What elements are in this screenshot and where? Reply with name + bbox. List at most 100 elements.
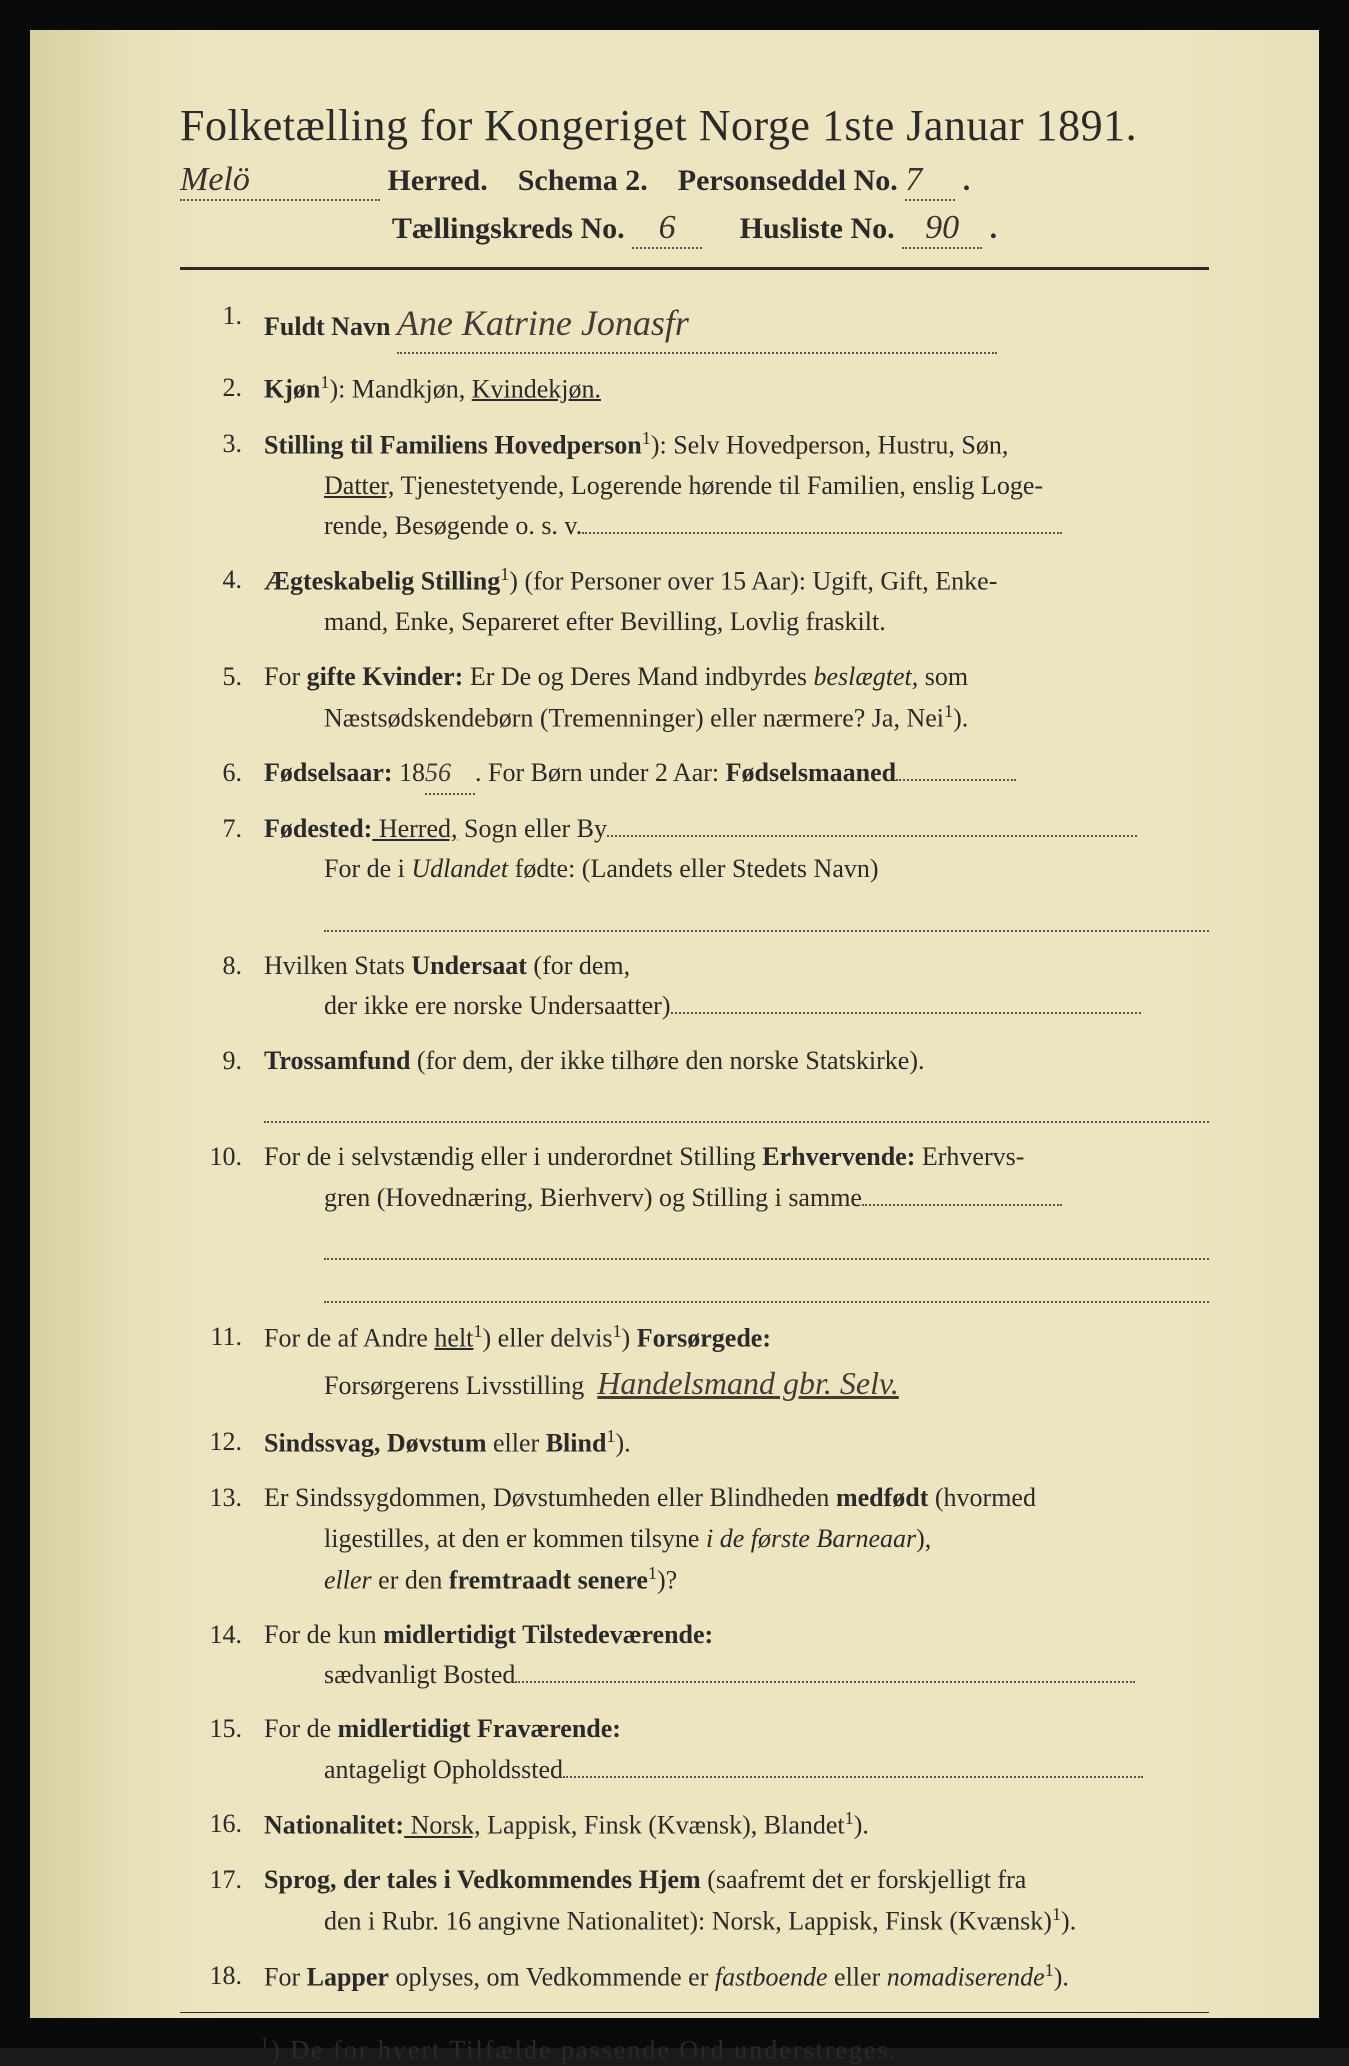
q18-em1: fastboende bbox=[715, 1963, 828, 1992]
q15-cont1: antageligt Opholdssted bbox=[324, 1755, 563, 1784]
q2-label: Kjøn bbox=[264, 374, 320, 403]
q5-text2: som bbox=[918, 662, 968, 691]
q18-sup: 1 bbox=[1045, 1960, 1054, 1980]
q10-text1: For de i selvstændig eller i underordnet… bbox=[264, 1142, 762, 1171]
q18-text3: eller bbox=[828, 1963, 887, 1992]
q4-label: Ægteskabelig Stilling bbox=[264, 567, 500, 596]
q18-tail: ). bbox=[1054, 1963, 1069, 1992]
q13-tail: )? bbox=[657, 1565, 677, 1594]
q7-label: Fødested: bbox=[264, 814, 372, 843]
q5-sup2: 1 bbox=[944, 701, 953, 721]
q5: 5. For gifte Kvinder: Er De og Deres Man… bbox=[180, 657, 1209, 739]
q7-dotted2 bbox=[324, 894, 1209, 932]
kreds-line: Tællingskreds No. 6 Husliste No. 90 . bbox=[180, 209, 1209, 249]
q5-num: 5. bbox=[180, 657, 264, 739]
q17-text1: (saafremt det er forskjelligt fra bbox=[701, 1865, 1027, 1894]
q18-num: 18. bbox=[180, 1956, 264, 1998]
q7-cont1-rest: fødte: (Landets eller Stedets Navn) bbox=[508, 854, 878, 883]
q13-num: 13. bbox=[180, 1478, 264, 1601]
q5-pre: For bbox=[264, 662, 307, 691]
herred-line: Melö Herred. Schema 2. Personseddel No. … bbox=[180, 161, 1209, 201]
q7-num: 7. bbox=[180, 809, 264, 932]
q11-text3: ) bbox=[622, 1323, 637, 1352]
q8-text2: (for dem, bbox=[527, 951, 630, 980]
q14: 14. For de kun midlertidigt Tilstedevære… bbox=[180, 1615, 1209, 1696]
q15: 15. For de midlertidigt Fraværende: anta… bbox=[180, 1709, 1209, 1790]
q3-label: Stilling til Familiens Hovedperson bbox=[264, 430, 642, 459]
q7-u: Herred, bbox=[372, 814, 457, 843]
q11-text2: ) eller delvis bbox=[483, 1323, 613, 1352]
q13: 13. Er Sindssygdommen, Døvstumheden elle… bbox=[180, 1478, 1209, 1601]
q8-cont1: der ikke ere norske Undersaatter) bbox=[324, 991, 671, 1020]
q13-cont2a: er den bbox=[372, 1565, 449, 1594]
q17-tail: ). bbox=[1061, 1907, 1076, 1936]
q10: 10. For de i selvstændig eller i underor… bbox=[180, 1137, 1209, 1302]
q16-text1: Lappisk, Finsk (Kvænsk), Blandet bbox=[481, 1811, 845, 1840]
q7-dotted1 bbox=[607, 835, 1137, 837]
q4-text1: ) (for Personer over 15 Aar): Ugift, Gif… bbox=[509, 567, 997, 596]
q7-cont1-pre: For de i bbox=[324, 854, 411, 883]
q13-cont1b: ), bbox=[916, 1524, 931, 1553]
q3: 3. Stilling til Familiens Hovedperson1):… bbox=[180, 424, 1209, 547]
q13-label: medfødt bbox=[836, 1483, 928, 1512]
q11-sup2: 1 bbox=[612, 1321, 621, 1341]
q12-tail: ). bbox=[616, 1429, 631, 1458]
q17-num: 17. bbox=[180, 1860, 264, 1942]
q17-cont1: den i Rubr. 16 angivne Nationalitet): No… bbox=[324, 1907, 1052, 1936]
q11-num: 11. bbox=[180, 1317, 264, 1409]
q8-dotted bbox=[671, 1012, 1141, 1014]
q1-label: Fuldt Navn bbox=[264, 312, 390, 341]
q3-dotted bbox=[582, 532, 1062, 534]
q13-text1: Er Sindssygdommen, Døvstumheden eller Bl… bbox=[264, 1483, 836, 1512]
main-title: Folketælling for Kongeriget Norge 1ste J… bbox=[180, 100, 1209, 151]
q11-u: helt bbox=[434, 1323, 473, 1352]
q16-num: 16. bbox=[180, 1804, 264, 1846]
q16-sup: 1 bbox=[845, 1808, 854, 1828]
q17: 17. Sprog, der tales i Vedkommendes Hjem… bbox=[180, 1860, 1209, 1942]
q3-sup: 1 bbox=[642, 428, 651, 448]
q5-em: beslægtet, bbox=[814, 662, 919, 691]
q7-text1: Sogn eller By bbox=[458, 814, 608, 843]
q6: 6. Fødselsaar: 1856. For Børn under 2 Aa… bbox=[180, 753, 1209, 795]
q16-u: Norsk, bbox=[404, 1811, 481, 1840]
q18: 18. For Lapper oplyses, om Vedkommende e… bbox=[180, 1956, 1209, 1998]
q9-dotted bbox=[264, 1085, 1209, 1123]
q12-sup: 1 bbox=[606, 1426, 615, 1446]
q10-label: Erhvervende: bbox=[762, 1142, 915, 1171]
q18-text2: oplyses, om Vedkommende er bbox=[389, 1963, 715, 1992]
q3-num: 3. bbox=[180, 424, 264, 547]
schema-label: Schema 2. bbox=[518, 164, 648, 197]
q10-cont1: gren (Hovednæring, Bierhverv) og Stillin… bbox=[324, 1183, 862, 1212]
q6-year-hw: 56 bbox=[425, 753, 475, 795]
footnote-sup: 1 bbox=[260, 2033, 271, 2053]
q10-text2: Erhvervs- bbox=[915, 1142, 1024, 1171]
q11-text1: For de af Andre bbox=[264, 1323, 434, 1352]
q13-cont1a: ligestilles, at den er kommen tilsyne bbox=[324, 1524, 706, 1553]
husliste-label: Husliste No. bbox=[740, 212, 895, 245]
q13-text2: (hvormed bbox=[928, 1483, 1036, 1512]
q11-cont1: Forsørgerens Livsstilling bbox=[324, 1371, 584, 1400]
personseddel-hw: 7 bbox=[905, 161, 955, 201]
husliste-hw: 90 bbox=[902, 209, 982, 249]
q12-label2: Blind bbox=[546, 1429, 607, 1458]
q7: 7. Fødested: Herred, Sogn eller By For d… bbox=[180, 809, 1209, 932]
q12-label: Sindssvag, Døvstum bbox=[264, 1429, 487, 1458]
period-1: . bbox=[963, 164, 971, 197]
q1-num: 1. bbox=[180, 296, 264, 354]
q10-num: 10. bbox=[180, 1137, 264, 1302]
q14-label: midlertidigt Tilstedeværende: bbox=[383, 1620, 713, 1649]
q18-text1: For bbox=[264, 1963, 307, 1992]
q12-num: 12. bbox=[180, 1422, 264, 1464]
q16: 16. Nationalitet: Norsk, Lappisk, Finsk … bbox=[180, 1804, 1209, 1846]
q16-label: Nationalitet: bbox=[264, 1811, 404, 1840]
q5-cont1: Næstsødskendebørn (Tremenninger) eller n… bbox=[324, 704, 944, 733]
q14-text1: For de kun bbox=[264, 1620, 383, 1649]
period-2: . bbox=[990, 212, 998, 245]
q10-dotted3 bbox=[324, 1264, 1209, 1302]
q15-dotted bbox=[563, 1776, 1143, 1778]
divider bbox=[180, 267, 1209, 270]
q2-text: ): Mandkjøn, bbox=[329, 374, 471, 403]
q17-sup: 1 bbox=[1052, 1904, 1061, 1924]
q15-num: 15. bbox=[180, 1709, 264, 1790]
q6-dotted bbox=[896, 779, 1016, 781]
